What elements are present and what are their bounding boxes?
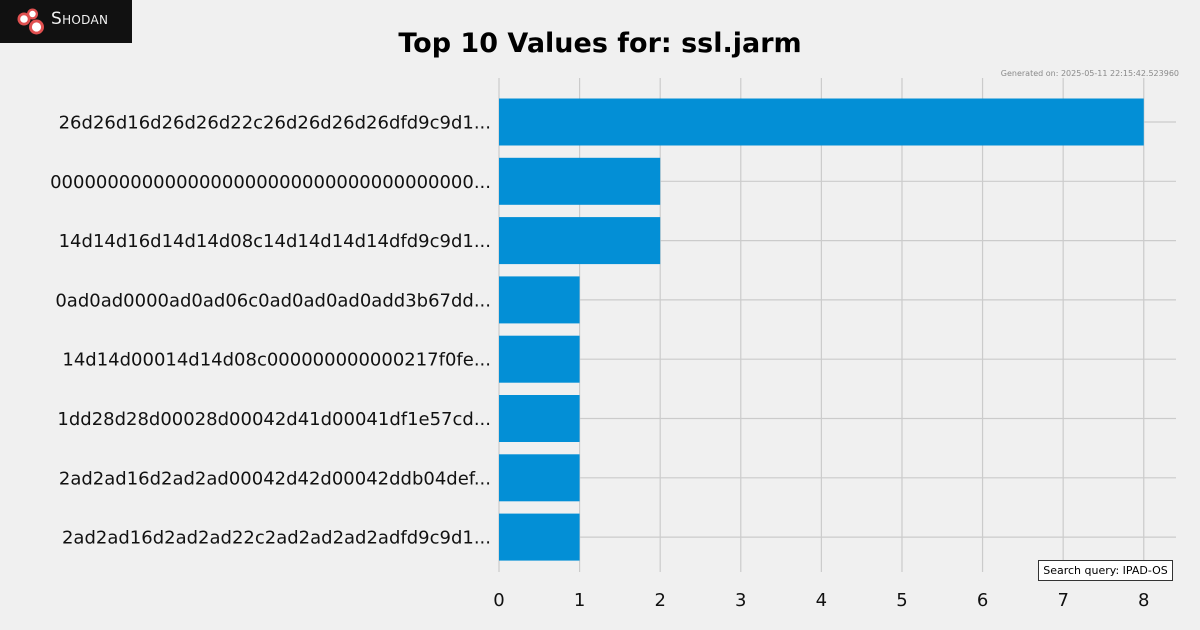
y-tick-label: 0ad0ad0000ad0ad06c0ad0ad0ad0add3b67dd... [55, 290, 491, 311]
grid-lines [498, 78, 1176, 572]
x-tick-label: 7 [1057, 590, 1068, 611]
y-tick-label: 2ad2ad16d2ad2ad00042d42d00042ddb04def... [59, 468, 491, 489]
y-tick-label: 0000000000000000000000000000000000000... [50, 172, 491, 193]
bar [499, 513, 580, 561]
y-tick-label: 14d14d00014d14d08c000000000000217f0fe... [62, 350, 491, 371]
x-tick-label: 0 [493, 590, 504, 611]
bar [499, 276, 580, 324]
x-tick-label: 2 [654, 590, 665, 611]
search-query-badge: Search query: IPAD-OS [1038, 560, 1173, 581]
y-tick-label: 2ad2ad16d2ad2ad22c2ad2ad2ad2adfd9c9d1... [62, 528, 491, 549]
generated-timestamp: Generated on: 2025-05-11 22:15:42.523960 [1000, 69, 1179, 78]
logo-text: Shodan [51, 9, 109, 29]
x-tick-label: 1 [574, 590, 585, 611]
bar [499, 157, 661, 205]
x-tick-label: 4 [816, 590, 827, 611]
y-tick-label: 26d26d16d26d26d22c26d26d26d26dfd9c9d1... [59, 113, 491, 134]
x-tick-label: 3 [735, 590, 746, 611]
y-tick-labels: 26d26d16d26d26d22c26d26d26d26dfd9c9d1...… [50, 113, 491, 549]
bar [499, 98, 1144, 146]
bar [499, 395, 580, 442]
bar [499, 454, 580, 502]
x-tick-label: 8 [1138, 590, 1149, 611]
shodan-logo-icon [17, 8, 44, 35]
chart-title: Top 10 Values for: ssl.jarm [398, 28, 802, 59]
y-tick-label: 14d14d16d14d14d08c14d14d14d14dfd9c9d1... [59, 231, 491, 252]
bars [499, 98, 1144, 561]
x-tick-label: 6 [977, 590, 988, 611]
bar [499, 217, 661, 265]
bar [499, 335, 580, 383]
x-tick-label: 5 [896, 590, 907, 611]
shodan-logo: Shodan [0, 0, 132, 43]
x-tick-labels: 0 1 2 3 4 5 6 7 8 [493, 590, 1149, 611]
y-tick-label: 1dd28d28d00028d00042d41d00041df1e57cd... [57, 409, 491, 430]
